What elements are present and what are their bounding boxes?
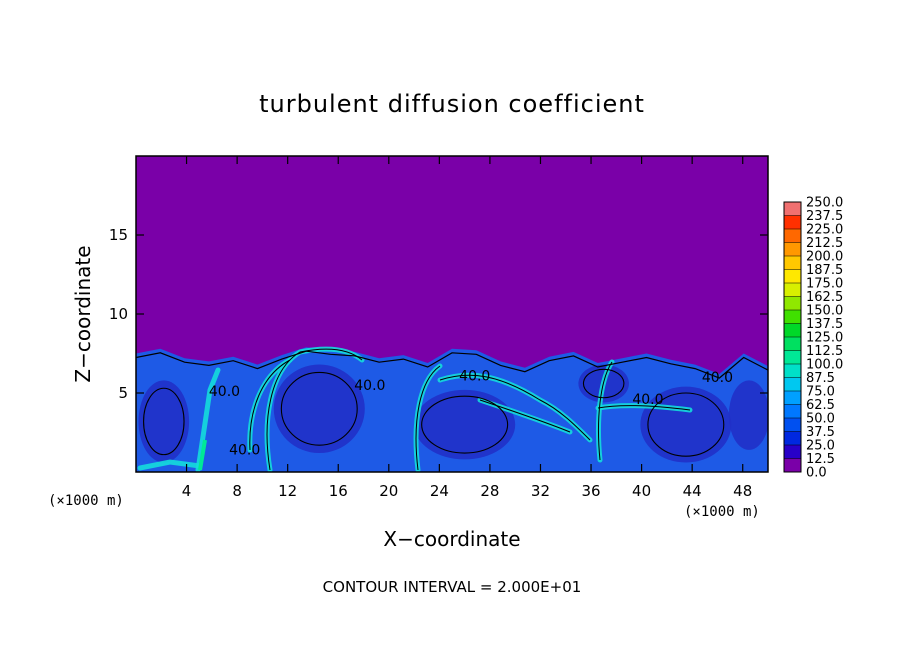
x-tick-label: 12 — [278, 482, 297, 500]
eddy-core — [138, 380, 190, 463]
contour-line — [439, 374, 591, 441]
contour-interval-note: CONTOUR INTERVAL = 2.000E+01 — [323, 578, 582, 596]
colorbar-swatch — [784, 404, 801, 418]
colorbar-label: 162.5 — [806, 290, 843, 305]
x-tick-label: 8 — [232, 482, 242, 500]
contour-line — [249, 359, 291, 451]
colorbar-swatch — [784, 391, 801, 405]
y-axis-ticks: 5 10 15 — [109, 226, 768, 402]
eddy-core — [414, 389, 516, 460]
x-unit-label-left: (×1000 m) — [48, 493, 124, 509]
colorbar: 0.012.525.037.550.062.575.087.5100.0112.… — [783, 196, 843, 481]
contour-label: 40.0 — [459, 368, 490, 384]
contour-line — [421, 395, 509, 454]
eddy-core — [728, 380, 768, 450]
high-diffusion-streak — [195, 367, 221, 472]
contour-label-layer: 40.0 40.0 40.0 40.0 40.0 40.0 — [209, 368, 733, 458]
x-tick-label: 40 — [632, 482, 651, 500]
colorbar-swatch — [784, 269, 801, 283]
x-unit-label-right: (×1000 m) — [684, 504, 760, 520]
colorbar-label: 137.5 — [806, 317, 843, 332]
contour-layer — [136, 348, 768, 471]
x-axis-label: X−coordinate — [383, 527, 520, 551]
colorbar-label: 62.5 — [806, 398, 835, 413]
plot-area: 40.0 40.0 40.0 40.0 40.0 40.0 — [135, 155, 769, 473]
colorbar-label: 50.0 — [806, 412, 835, 427]
chart-title: turbulent diffusion coefficient — [259, 90, 645, 118]
x-tick-label: 36 — [581, 482, 600, 500]
x-tick-label: 24 — [430, 482, 449, 500]
contour-label: 40.0 — [209, 384, 240, 400]
colorbar-swatch — [784, 229, 801, 243]
colorbar-label: 225.0 — [806, 223, 843, 238]
contour-label: 40.0 — [632, 392, 663, 408]
x-tick-label: 48 — [733, 482, 752, 500]
x-tick-label: 32 — [531, 482, 550, 500]
contour-line — [582, 368, 625, 399]
contour-line — [597, 405, 691, 411]
colorbar-label: 250.0 — [806, 196, 843, 211]
colorbar-swatch — [784, 242, 801, 256]
colorbar-label: 212.5 — [806, 236, 843, 251]
y-axis-label: Z−coordinate — [71, 245, 95, 382]
contour-line — [415, 365, 441, 471]
eddy-core — [273, 364, 365, 454]
y-tick-label: 10 — [109, 305, 128, 323]
contour-label: 40.0 — [354, 378, 385, 394]
x-tick-label: 4 — [182, 482, 192, 500]
colorbar-swatch — [784, 296, 801, 310]
colorbar-swatch — [784, 364, 801, 378]
colorbar-swatch — [784, 418, 801, 432]
colorbar-swatch — [784, 323, 801, 337]
colorbar-label: 37.5 — [806, 425, 835, 440]
contour-line — [280, 371, 358, 446]
colorbar-label: 150.0 — [806, 304, 843, 319]
colorbar-label: 87.5 — [806, 371, 835, 386]
colorbar-label: 175.0 — [806, 277, 843, 292]
colorbar-label: 187.5 — [806, 263, 843, 278]
colorbar-label: 237.5 — [806, 209, 843, 224]
contour-label: 40.0 — [229, 443, 260, 459]
colorbar-label: 25.0 — [806, 439, 835, 454]
colorbar-swatch — [784, 350, 801, 364]
colorbar-swatch — [784, 377, 801, 391]
contour-line — [479, 399, 571, 433]
colorbar-swatch — [784, 337, 801, 351]
x-tick-label: 16 — [329, 482, 348, 500]
contour-label: 40.0 — [702, 370, 733, 386]
colorbar-swatch — [784, 215, 801, 229]
contour-line — [143, 387, 185, 456]
x-tick-label: 44 — [683, 482, 702, 500]
field-layer — [136, 346, 768, 472]
y-tick-label: 15 — [109, 226, 128, 244]
colorbar-swatch — [784, 202, 801, 216]
colorbar-label: 112.5 — [806, 344, 843, 359]
contour-line — [136, 350, 768, 379]
x-axis-ticks: 4 8 12 16 20 24 28 32 36 40 44 48 — [182, 156, 752, 500]
high-diffusion-streak — [137, 459, 203, 471]
y-tick-label: 5 — [118, 384, 128, 402]
colorbar-swatch — [784, 256, 801, 270]
contour-line — [266, 348, 363, 471]
colorbar-swatch — [784, 445, 801, 459]
colorbar-label: 75.0 — [806, 385, 835, 400]
colorbar-label: 0.0 — [806, 466, 827, 481]
colorbar-swatch — [784, 283, 801, 297]
colorbar-swatch — [784, 431, 801, 445]
colorbar-swatch — [784, 310, 801, 324]
x-tick-label: 28 — [480, 482, 499, 500]
colorbar-label: 125.0 — [806, 331, 843, 346]
colorbar-label: 200.0 — [806, 250, 843, 265]
colorbar-label: 12.5 — [806, 452, 835, 467]
max-diffusion-streak — [198, 439, 207, 471]
colorbar-label: 100.0 — [806, 358, 843, 373]
contour-line — [647, 392, 725, 457]
colorbar-swatch — [784, 458, 801, 472]
contour-line — [598, 361, 613, 461]
x-tick-label: 20 — [379, 482, 398, 500]
